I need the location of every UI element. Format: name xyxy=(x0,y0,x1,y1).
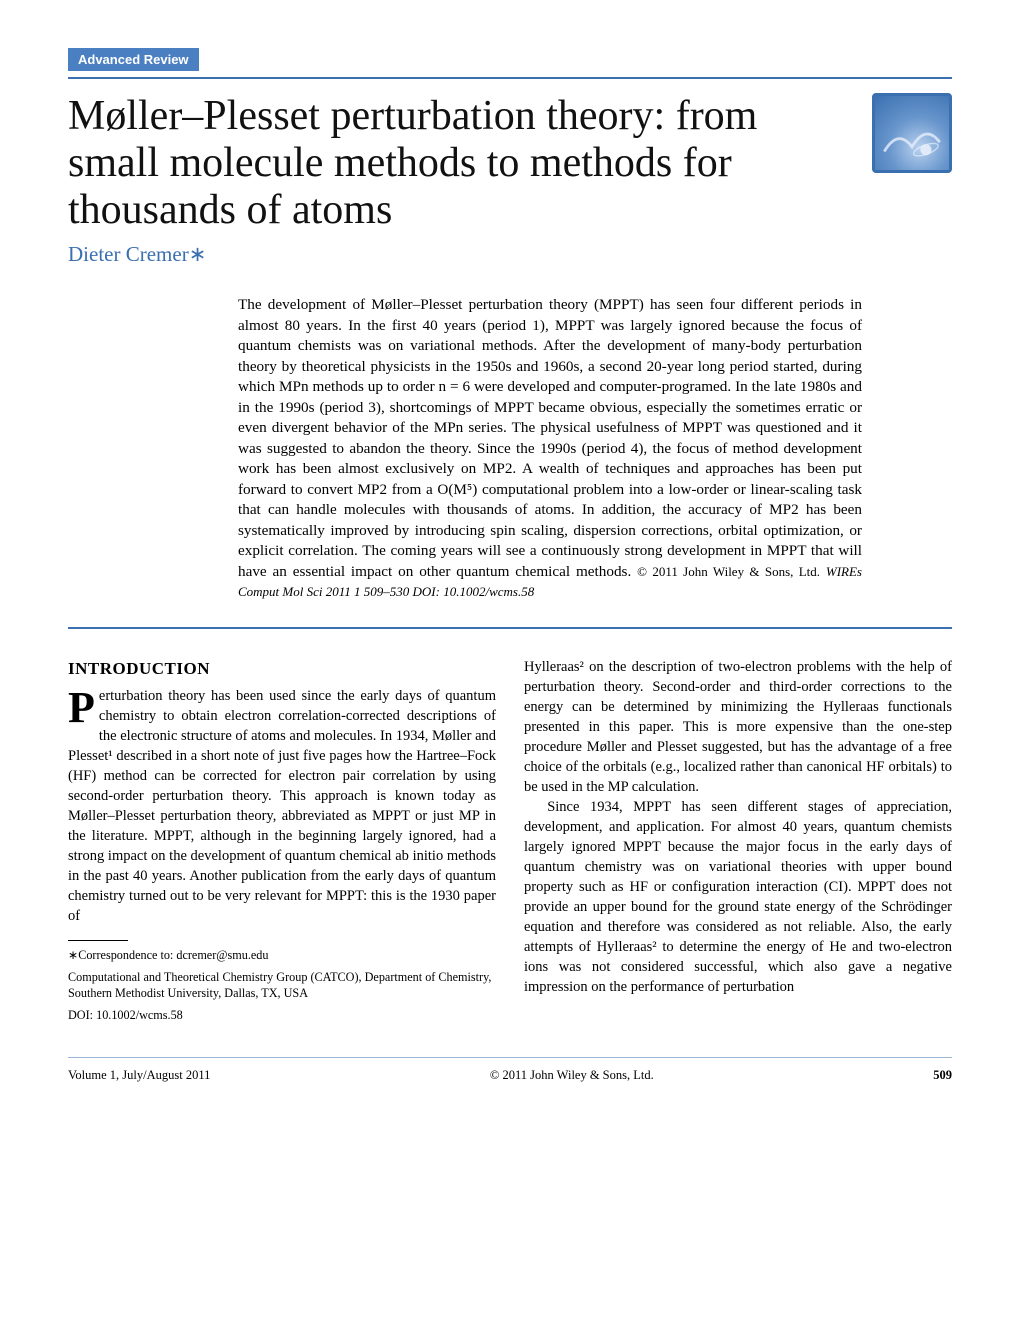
abstract-copyright: © 2011 John Wiley & Sons, Ltd. xyxy=(637,564,820,579)
page-footer: Volume 1, July/August 2011 © 2011 John W… xyxy=(68,1068,952,1083)
publisher-logo xyxy=(872,93,952,173)
dropcap: P xyxy=(68,686,99,726)
header-row: Møller–Plesset perturbation theory: from… xyxy=(68,93,952,295)
footer-left: Volume 1, July/August 2011 xyxy=(68,1068,210,1083)
footer-right: 509 xyxy=(933,1068,952,1083)
top-rule xyxy=(68,77,952,79)
section-heading: INTRODUCTION xyxy=(68,657,496,680)
category-badge: Advanced Review xyxy=(68,48,199,71)
footnotes: ∗Correspondence to: dcremer@smu.edu Comp… xyxy=(68,947,496,1023)
article-title: Møller–Plesset perturbation theory: from… xyxy=(68,93,852,234)
mid-rule xyxy=(68,627,952,629)
footer-rule xyxy=(68,1057,952,1058)
footnote-block: ∗Correspondence to: dcremer@smu.edu Comp… xyxy=(68,940,496,1023)
author-marker: ∗ xyxy=(189,242,207,266)
author-line: Dieter Cremer∗ xyxy=(68,242,852,267)
body-paragraph-1: Perturbation theory has been used since … xyxy=(68,686,496,926)
body-p1-text: erturbation theory has been used since t… xyxy=(68,688,496,924)
body-paragraph-3: Since 1934, MPPT has seen different stag… xyxy=(524,797,952,997)
title-block: Møller–Plesset perturbation theory: from… xyxy=(68,93,852,295)
footnote-affiliation: Computational and Theoretical Chemistry … xyxy=(68,969,496,1002)
body-paragraph-2: Hylleraas² on the description of two-ele… xyxy=(524,657,952,797)
author-name: Dieter Cremer xyxy=(68,242,189,266)
footnote-rule xyxy=(68,940,128,941)
body-columns: INTRODUCTION Perturbation theory has bee… xyxy=(68,657,952,1023)
abstract: The development of Møller–Plesset pertur… xyxy=(238,295,862,603)
footnote-doi: DOI: 10.1002/wcms.58 xyxy=(68,1007,496,1023)
footnote-correspondence: ∗Correspondence to: dcremer@smu.edu xyxy=(68,947,496,963)
logo-icon xyxy=(875,96,949,170)
abstract-text: The development of Møller–Plesset pertur… xyxy=(238,296,862,580)
footer-center: © 2011 John Wiley & Sons, Ltd. xyxy=(490,1068,654,1083)
